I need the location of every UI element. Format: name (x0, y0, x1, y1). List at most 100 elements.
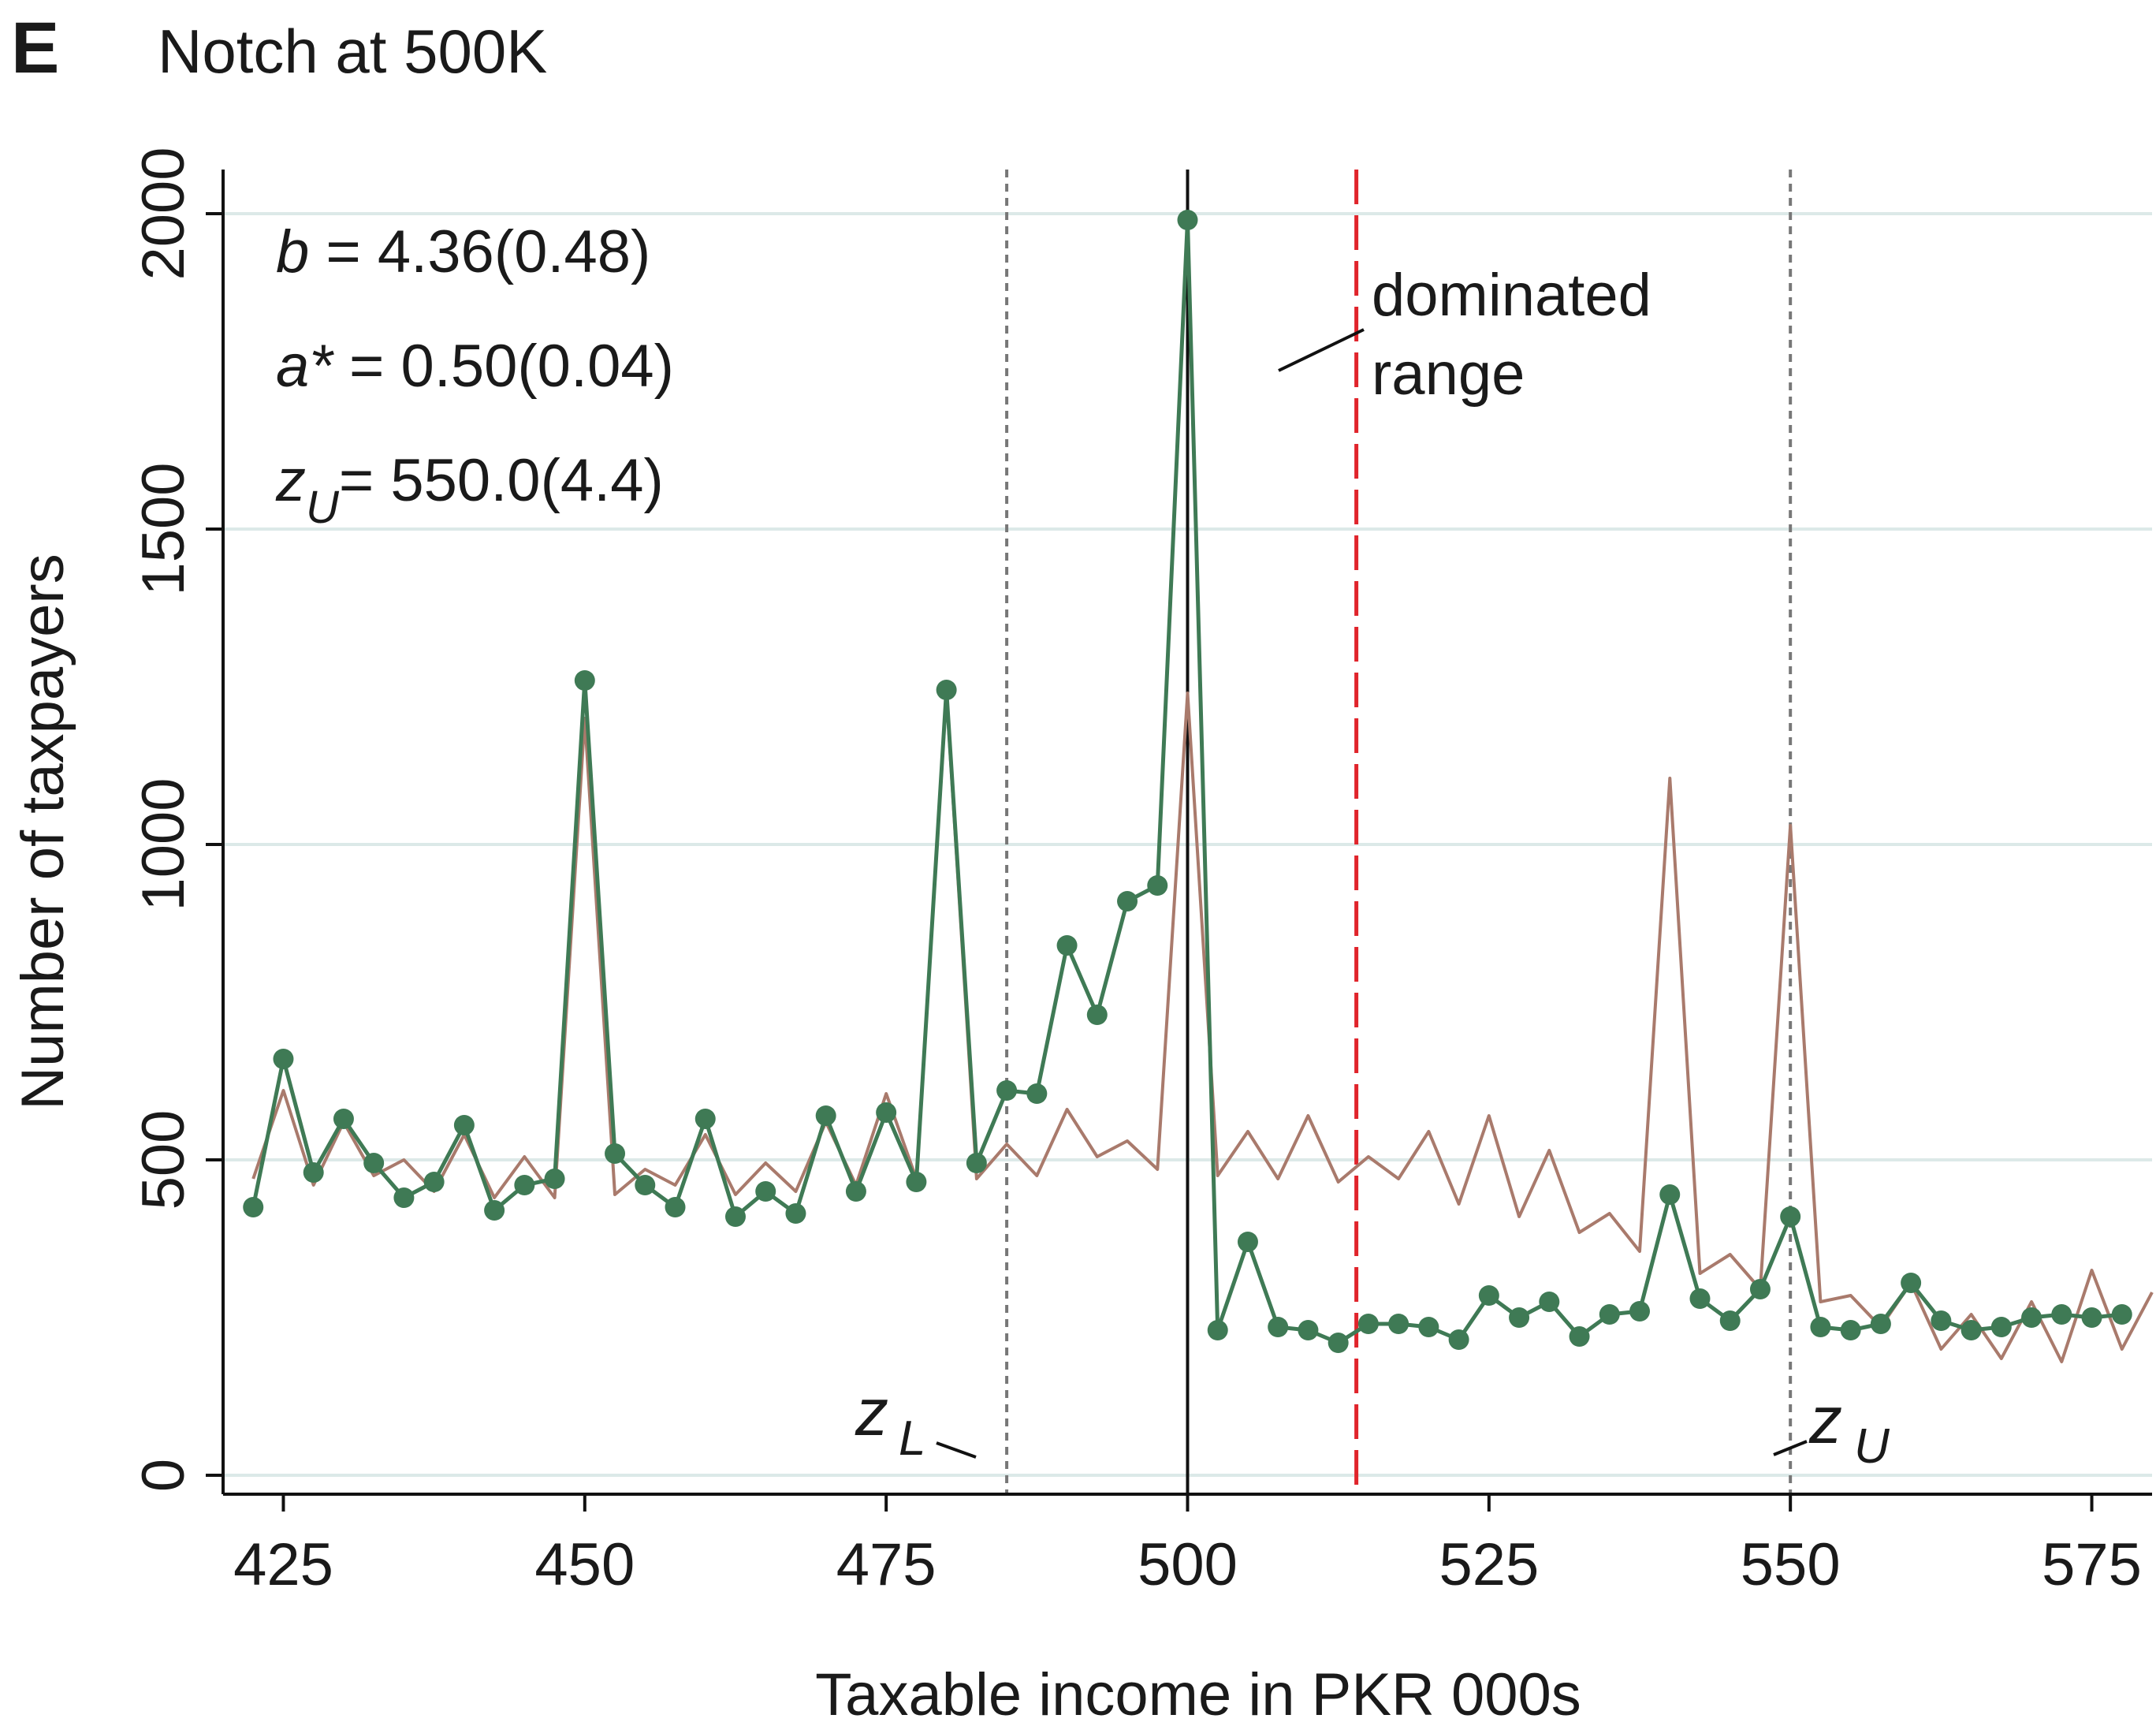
observed-point-3 (333, 1109, 354, 1129)
observed-point-0 (243, 1197, 264, 1217)
y-tick-label-500: 500 (130, 1110, 197, 1210)
x-tick-label-450: 450 (534, 1531, 635, 1598)
observed-point-27 (1056, 935, 1078, 956)
observed-point-46 (1629, 1301, 1651, 1322)
dominated-range-annotation: dominated range (1278, 262, 1651, 408)
observed-point-26 (1026, 1083, 1048, 1104)
z-lower-annotation: z L (855, 1375, 977, 1466)
z-lower-subscript: L (899, 1411, 925, 1466)
observed-point-29 (1117, 891, 1138, 911)
observed-point-50 (1749, 1279, 1771, 1299)
x-tick-label-575: 575 (2042, 1531, 2142, 1598)
observed-point-37 (1357, 1314, 1379, 1334)
observed-point-24 (966, 1153, 987, 1173)
observed-point-13 (635, 1175, 656, 1195)
observed-point-47 (1659, 1184, 1681, 1205)
observed-point-42 (1509, 1307, 1530, 1328)
observed-point-22 (906, 1172, 927, 1192)
observed-point-48 (1689, 1288, 1711, 1309)
x-axis-title: Taxable income in PKR 000s (815, 1661, 1581, 1726)
observed-point-19 (815, 1105, 836, 1126)
observed-point-57 (1961, 1320, 1982, 1340)
observed-point-60 (2051, 1304, 2072, 1325)
observed-point-49 (1719, 1310, 1741, 1331)
observed-point-5 (393, 1187, 415, 1208)
x-tick-label-500: 500 (1138, 1531, 1238, 1598)
y-axis-title: Number of taxpayers (9, 554, 76, 1109)
dominated-pointer (1278, 328, 1365, 372)
observed-point-56 (1931, 1310, 1952, 1331)
observed-point-25 (996, 1080, 1018, 1101)
observed-point-33 (1237, 1232, 1258, 1252)
observed-point-12 (605, 1143, 626, 1164)
x-tick-label-425: 425 (233, 1531, 333, 1598)
observed-point-58 (1990, 1317, 2012, 1337)
z-upper-annotation: z U (1773, 1383, 1890, 1474)
observed-point-39 (1418, 1317, 1439, 1337)
panel-letter: E (11, 8, 59, 88)
observed-point-62 (2111, 1304, 2132, 1325)
observed-point-10 (544, 1169, 565, 1189)
y-tick-label-1000: 1000 (130, 777, 197, 911)
observed-point-61 (2081, 1307, 2102, 1328)
observed-point-6 (423, 1172, 445, 1192)
tick-labels: 425 450 475 500 525 550 575 0 500 1000 1500 2000 (130, 147, 2142, 1598)
reference-lines (1005, 170, 1793, 1494)
observed-point-59 (2021, 1307, 2042, 1328)
z-upper-subscript: U (1854, 1419, 1890, 1474)
stats-block: b = 4.36(0.48) a* = 0.50(0.04) zU= 550.0… (275, 218, 674, 533)
observed-point-28 (1086, 1005, 1108, 1025)
z-lower-pointer (936, 1441, 977, 1459)
observed-point-8 (484, 1200, 505, 1221)
observed-point-40 (1448, 1329, 1469, 1350)
observed-point-51 (1780, 1206, 1801, 1227)
observed-point-7 (453, 1115, 475, 1135)
z-lower-symbol: z (855, 1375, 888, 1449)
observed-point-35 (1298, 1320, 1319, 1340)
x-tick-label-475: 475 (836, 1531, 937, 1598)
observed-point-18 (785, 1203, 806, 1224)
observed-point-9 (514, 1175, 535, 1195)
observed-point-23 (936, 680, 957, 700)
observed-point-45 (1599, 1304, 1620, 1325)
observed-point-16 (724, 1206, 746, 1227)
y-tick-label-1500: 1500 (130, 462, 197, 595)
x-tick-label-525: 525 (1439, 1531, 1539, 1598)
stat-z-upper: zU= 550.0(4.4) (275, 447, 664, 533)
observed-point-36 (1327, 1333, 1349, 1353)
z-upper-pointer (1773, 1440, 1808, 1456)
observed-point-38 (1388, 1314, 1409, 1334)
dominated-label: dominated (1372, 262, 1651, 329)
observed-point-15 (694, 1109, 716, 1129)
observed-point-43 (1539, 1292, 1560, 1312)
observed-point-11 (574, 670, 595, 691)
observed-point-31 (1177, 210, 1198, 230)
y-tick-label-2000: 2000 (130, 147, 197, 280)
observed-point-53 (1840, 1320, 1861, 1340)
observed-point-4 (363, 1153, 385, 1173)
observed-point-44 (1569, 1326, 1590, 1347)
range-label: range (1372, 341, 1525, 408)
observed-point-20 (845, 1181, 866, 1202)
axes (206, 170, 2152, 1512)
observed-point-17 (755, 1181, 776, 1202)
observed-point-1 (273, 1049, 294, 1069)
observed-point-32 (1207, 1320, 1228, 1340)
observed-point-21 (876, 1102, 897, 1123)
observed-point-2 (303, 1162, 324, 1183)
stat-a-star: a* = 0.50(0.04) (276, 333, 674, 400)
stat-b: b = 4.36(0.48) (276, 218, 650, 285)
observed-point-54 (1870, 1314, 1891, 1334)
observed-point-52 (1810, 1317, 1831, 1337)
x-tick-label-550: 550 (1741, 1531, 1841, 1598)
series-layer (243, 210, 2154, 1363)
observed-point-34 (1268, 1317, 1289, 1337)
observed-point-14 (665, 1197, 686, 1217)
observed-point-41 (1478, 1285, 1499, 1306)
chart-title: Notch at 500K (158, 17, 547, 86)
y-tick-label-0: 0 (130, 1459, 197, 1492)
observed-point-30 (1147, 875, 1168, 896)
observed-point-55 (1901, 1273, 1922, 1293)
z-upper-symbol: z (1808, 1383, 1842, 1457)
